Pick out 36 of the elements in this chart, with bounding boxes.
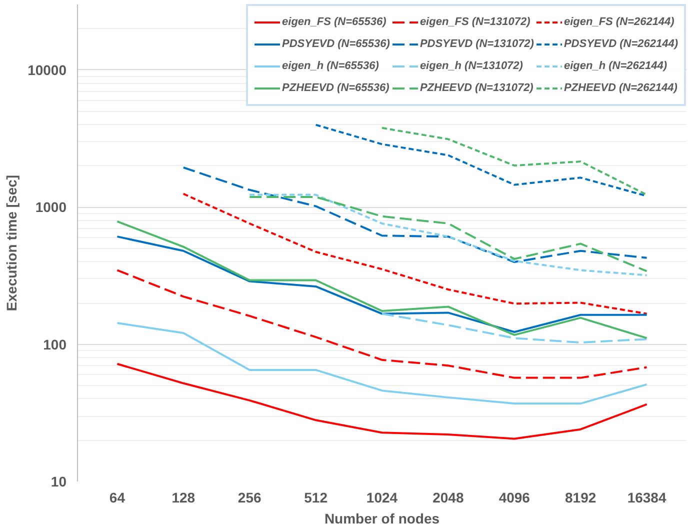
x-axis-title: Number of nodes (324, 510, 440, 526)
x-tick-label: 4096 (498, 490, 530, 506)
legend-label: PDSYEVD (N=131072) (420, 38, 534, 50)
legend-label: PZHEEVD (N=65536) (282, 82, 390, 94)
line-series (116, 220, 648, 340)
legend-label: eigen_FS (N=65536) (282, 16, 386, 28)
line-series (381, 312, 648, 344)
line-series (116, 236, 648, 333)
x-tick-label: 256 (238, 490, 262, 506)
y-tick-label: 100 (43, 336, 67, 352)
legend-label: PZHEEVD (N=131072) (420, 82, 534, 94)
y-tick-label: 10000 (28, 62, 67, 78)
y-tick-label: 10 (50, 474, 67, 490)
legend-label: eigen_h (N=65536) (282, 60, 379, 72)
line-series (182, 192, 648, 315)
line-series (116, 322, 648, 405)
x-tick-label: 8192 (565, 490, 596, 506)
legend-label: PZHEEVD (N=262144) (564, 82, 678, 94)
x-tick-label: 128 (172, 490, 196, 506)
y-axis-title: Execution time [sec] (4, 174, 20, 312)
y-tick-label: 1000 (35, 199, 67, 216)
line-series (182, 166, 648, 264)
legend-label: PDSYEVD (N=262144) (564, 38, 678, 50)
x-tick-label: 2048 (432, 490, 464, 506)
x-tick-label: 64 (109, 490, 126, 506)
line-series (116, 269, 648, 379)
legend-label: PDSYEVD (N=65536) (282, 38, 390, 50)
x-tick-label: 16384 (627, 490, 666, 506)
line-series (381, 126, 648, 196)
x-tick-label: 1024 (366, 490, 398, 506)
legend-label: eigen_h (N=262144) (564, 60, 667, 72)
legend-label: eigen_h (N=131072) (420, 60, 523, 72)
legend-label: eigen_FS (N=131072) (420, 16, 530, 28)
x-tick-label: 512 (304, 490, 328, 506)
legend-label: eigen_FS (N=262144) (564, 16, 674, 28)
line-series (116, 362, 648, 440)
